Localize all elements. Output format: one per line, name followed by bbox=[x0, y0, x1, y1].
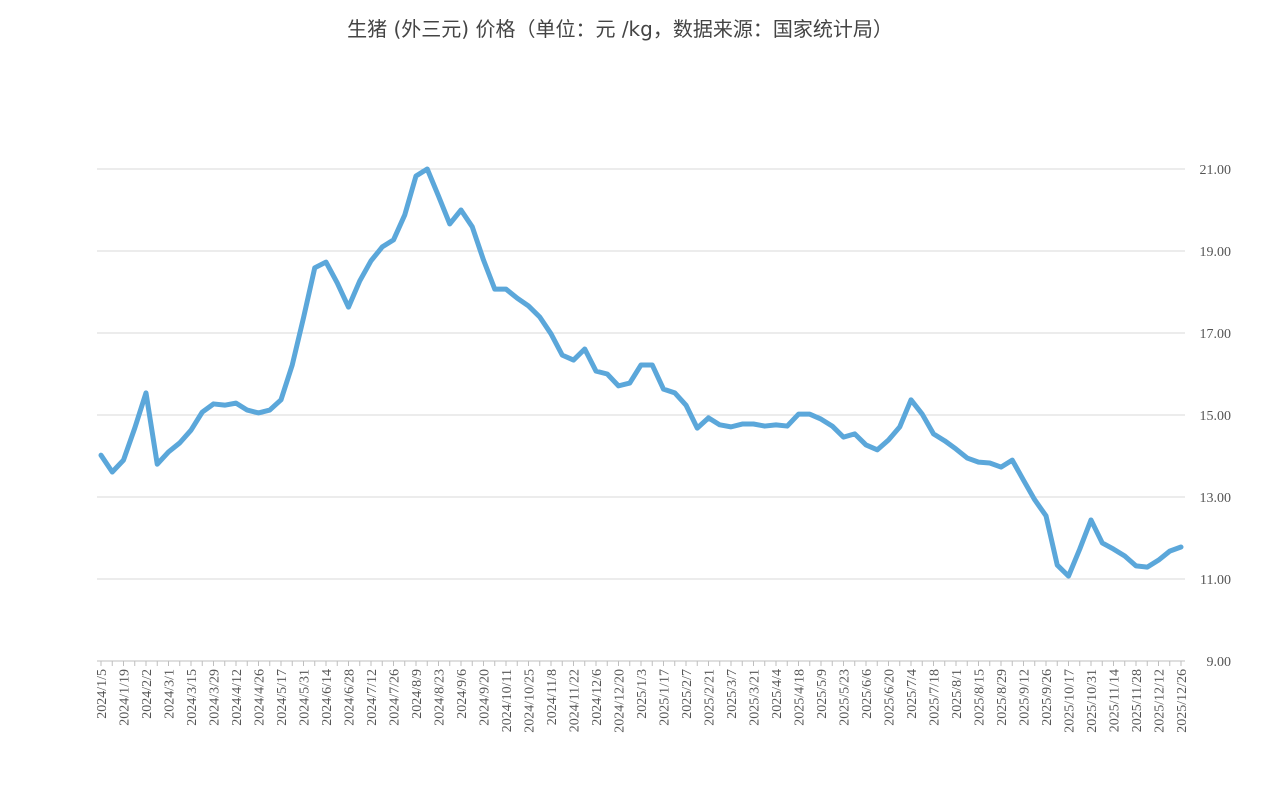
x-tick-label: 2025/1/17 bbox=[658, 669, 673, 726]
x-tick-label: 2024/7/26 bbox=[388, 669, 403, 726]
x-tick-label: 2025/5/9 bbox=[815, 669, 830, 719]
x-tick-label: 2024/9/20 bbox=[478, 669, 493, 726]
x-tick-label: 2024/2/2 bbox=[140, 669, 155, 719]
x-tick-label: 2024/4/12 bbox=[230, 669, 245, 726]
x-tick-label: 2024/1/5 bbox=[95, 669, 110, 719]
x-tick-label: 2024/12/20 bbox=[613, 669, 628, 733]
x-tick-label: 2024/9/6 bbox=[455, 669, 470, 719]
x-tick-label: 2025/7/4 bbox=[905, 669, 920, 719]
chart-title: 生猪 (外三元) 价格（单位：元 /kg，数据来源：国家统计局） bbox=[347, 17, 893, 41]
x-tick-label: 2025/10/17 bbox=[1063, 669, 1078, 733]
x-tick-label: 2025/8/15 bbox=[973, 669, 988, 726]
x-tick-label: 2025/4/4 bbox=[770, 669, 785, 719]
x-tick-label: 2024/11/8 bbox=[545, 669, 560, 725]
x-tick-label: 2024/3/15 bbox=[185, 669, 200, 726]
x-tick-label: 2025/3/7 bbox=[725, 669, 740, 719]
x-tick-label: 2024/5/17 bbox=[275, 669, 290, 726]
x-tick-label: 2025/3/21 bbox=[748, 669, 763, 726]
x-tick-label: 2024/7/12 bbox=[365, 669, 380, 726]
x-tick-label: 2024/11/22 bbox=[568, 669, 583, 732]
x-tick-label: 2024/4/26 bbox=[253, 669, 268, 726]
x-tick-label: 2024/3/29 bbox=[208, 669, 223, 726]
x-tick-label: 2025/1/3 bbox=[635, 669, 650, 719]
y-tick-label: 13.00 bbox=[1200, 491, 1232, 506]
y-tick-label: 11.00 bbox=[1200, 573, 1231, 588]
x-tick-label: 2025/6/6 bbox=[860, 669, 875, 719]
data-line bbox=[98, 166, 1184, 579]
x-tick-label: 2024/1/19 bbox=[118, 669, 133, 726]
y-tick-label: 9.00 bbox=[1207, 655, 1232, 670]
x-tick-label: 2025/5/23 bbox=[838, 669, 853, 726]
x-tick-label: 2025/11/28 bbox=[1130, 669, 1145, 732]
x-tick-label: 2024/10/25 bbox=[523, 669, 538, 733]
x-tick-label: 2024/8/23 bbox=[433, 669, 448, 726]
y-tick-label: 19.00 bbox=[1200, 245, 1232, 260]
x-tick-label: 2024/6/14 bbox=[320, 669, 335, 726]
x-tick-label: 2024/12/6 bbox=[590, 669, 605, 726]
x-tick-label: 2025/8/1 bbox=[950, 669, 965, 719]
x-tick-label: 2025/9/12 bbox=[1018, 669, 1033, 726]
x-tick-label: 2025/10/31 bbox=[1085, 669, 1100, 733]
x-tick-label: 2025/6/20 bbox=[883, 669, 898, 726]
x-tick-label: 2025/9/26 bbox=[1040, 669, 1055, 726]
x-tick-label: 2025/7/18 bbox=[928, 669, 943, 726]
x-tick-label: 2025/2/21 bbox=[703, 669, 718, 726]
x-tick-label: 2025/4/18 bbox=[793, 669, 808, 726]
x-tick-label: 2025/12/12 bbox=[1153, 669, 1168, 733]
x-tick-label: 2025/12/26 bbox=[1175, 669, 1190, 733]
x-tick-label: 2025/8/29 bbox=[995, 669, 1010, 726]
x-tick-label: 2024/6/28 bbox=[343, 669, 358, 726]
y-tick-label: 15.00 bbox=[1200, 409, 1232, 424]
x-tick-label: 2024/10/11 bbox=[500, 669, 515, 732]
x-tick-label: 2025/11/14 bbox=[1108, 669, 1123, 732]
x-tick-label: 2025/2/7 bbox=[680, 669, 695, 719]
x-tick-label: 2024/8/9 bbox=[410, 669, 425, 719]
x-tick-label: 2024/3/1 bbox=[163, 669, 178, 719]
y-tick-label: 21.00 bbox=[1200, 163, 1232, 178]
x-tick-label: 2024/5/31 bbox=[298, 669, 313, 726]
y-tick-label: 17.00 bbox=[1200, 327, 1232, 342]
